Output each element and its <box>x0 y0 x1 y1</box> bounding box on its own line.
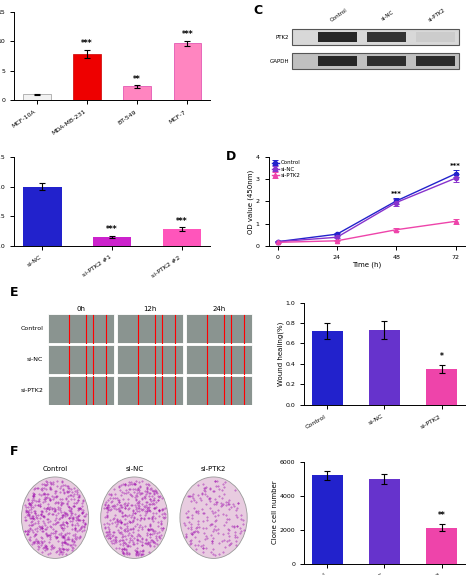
Bar <box>117 375 183 405</box>
Text: si-PTK2: si-PTK2 <box>201 466 226 472</box>
Bar <box>292 29 459 45</box>
Bar <box>48 375 114 405</box>
Text: **: ** <box>438 511 446 520</box>
Text: si-NC: si-NC <box>27 357 43 362</box>
Bar <box>312 476 343 564</box>
Ellipse shape <box>100 477 168 558</box>
Bar <box>48 345 114 374</box>
Bar <box>416 32 455 42</box>
Text: 24h: 24h <box>212 306 225 312</box>
Text: si-PTK2: si-PTK2 <box>20 388 43 393</box>
Text: Control: Control <box>20 327 43 332</box>
Bar <box>318 56 357 66</box>
Bar <box>416 56 455 66</box>
Text: Control: Control <box>42 466 68 472</box>
Bar <box>366 32 406 42</box>
X-axis label: Time (h): Time (h) <box>352 261 381 267</box>
Bar <box>23 94 51 100</box>
Text: ***: *** <box>176 217 188 225</box>
Bar <box>163 229 201 246</box>
Text: Control: Control <box>329 7 348 23</box>
Bar <box>173 43 201 100</box>
Y-axis label: OD value (450nm): OD value (450nm) <box>248 169 255 233</box>
Bar <box>369 478 400 564</box>
Text: ***: *** <box>391 191 402 197</box>
Legend: Control, si-NC, si-PTK2: Control, si-NC, si-PTK2 <box>272 160 301 178</box>
Ellipse shape <box>180 477 247 558</box>
Bar <box>185 315 252 343</box>
Bar <box>312 331 343 405</box>
Text: F: F <box>9 444 18 458</box>
Bar <box>426 369 457 405</box>
Bar <box>48 315 114 343</box>
Text: ***: *** <box>81 39 93 48</box>
Text: ***: *** <box>106 225 118 234</box>
Text: *: * <box>439 352 444 361</box>
Ellipse shape <box>21 477 89 558</box>
Text: C: C <box>253 5 262 17</box>
Text: si-PTK2: si-PTK2 <box>427 7 446 23</box>
Text: PTK2: PTK2 <box>276 34 289 40</box>
Y-axis label: Clone cell number: Clone cell number <box>273 481 278 545</box>
Text: ***: *** <box>182 30 193 39</box>
Bar <box>117 345 183 374</box>
Text: si-NC: si-NC <box>125 466 143 472</box>
Bar <box>292 53 459 69</box>
Text: D: D <box>226 150 236 163</box>
Bar <box>73 54 101 100</box>
Text: GAPDH: GAPDH <box>270 59 289 64</box>
Text: si-NC: si-NC <box>380 9 395 21</box>
Text: ***: *** <box>450 163 461 169</box>
Bar <box>185 375 252 405</box>
Bar <box>93 237 131 246</box>
Bar <box>426 528 457 564</box>
Bar <box>369 330 400 405</box>
Bar <box>123 86 151 100</box>
Bar <box>185 345 252 374</box>
Y-axis label: Wound healing(%): Wound healing(%) <box>278 321 284 386</box>
Text: 12h: 12h <box>143 306 156 312</box>
Bar <box>23 187 62 246</box>
Text: E: E <box>9 286 18 298</box>
Bar <box>117 315 183 343</box>
Text: **: ** <box>133 75 141 83</box>
Bar <box>318 32 357 42</box>
Bar <box>366 56 406 66</box>
Text: 0h: 0h <box>77 306 86 312</box>
